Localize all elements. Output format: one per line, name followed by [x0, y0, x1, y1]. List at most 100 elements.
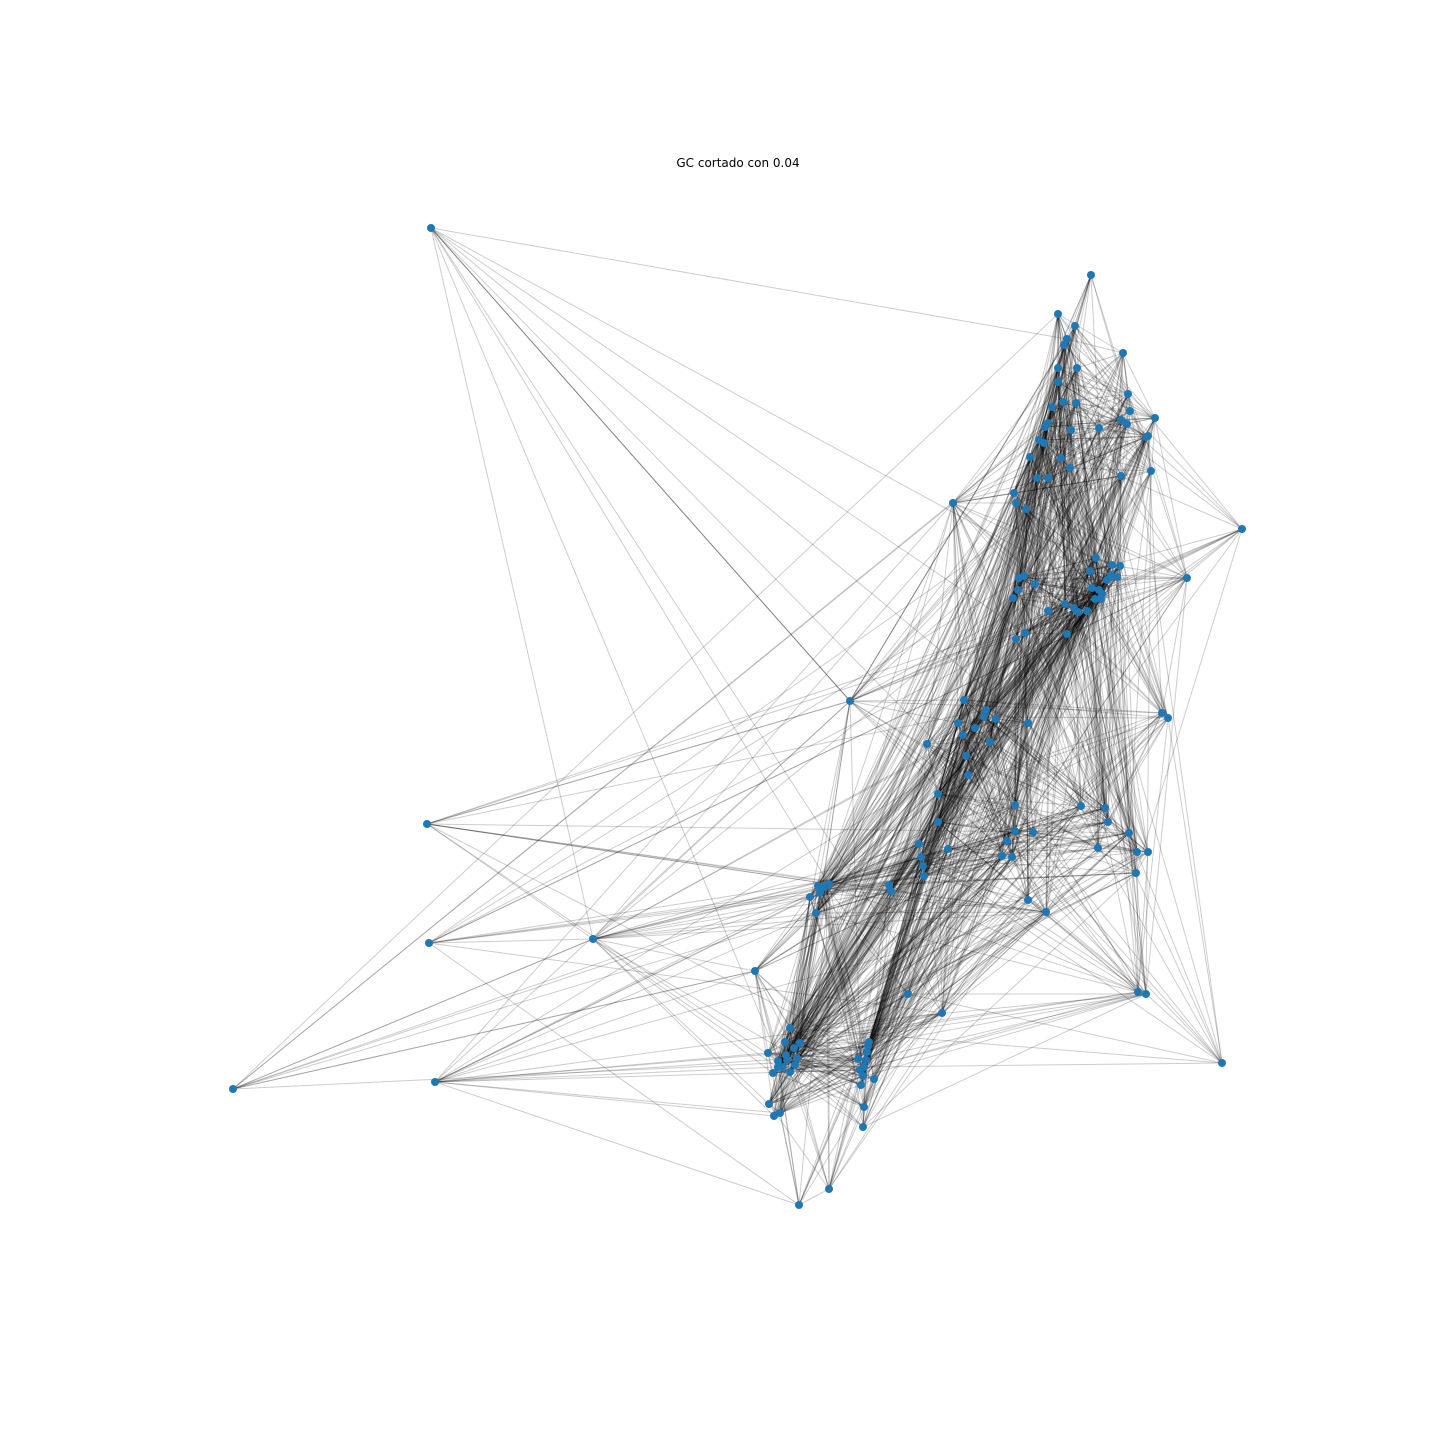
graph-node [1031, 580, 1039, 588]
graph-node [786, 1024, 794, 1032]
graph-edge [937, 435, 1149, 823]
graph-edge [428, 435, 1149, 944]
graph-node [783, 1056, 791, 1064]
graph-edge [426, 823, 892, 892]
graph-edge [918, 774, 969, 845]
graph-edge [777, 831, 1034, 1062]
graph-edge [907, 848, 949, 995]
graph-edge [796, 840, 1008, 1059]
graph-edge [794, 1064, 861, 1071]
graph-edge [863, 610, 1049, 1068]
graph-edge [1015, 427, 1100, 640]
graph-edge [857, 856, 1013, 1060]
graph-edge [793, 1047, 859, 1060]
graph-edge [793, 805, 1082, 1049]
graph-edge [1057, 313, 1088, 612]
graph-edge [1045, 633, 1068, 913]
graph-edge [821, 887, 1047, 913]
graph-edge [1119, 565, 1169, 719]
graph-edge [922, 274, 1092, 867]
graph-edge [1047, 429, 1072, 612]
graph-node [1132, 869, 1140, 877]
graph-edge [863, 856, 922, 1068]
graph-edge [957, 393, 1129, 724]
graph-edge [1069, 467, 1097, 559]
graph-edge [798, 610, 1049, 1206]
graph-edge [926, 743, 1082, 807]
graph-edge [937, 574, 1112, 823]
graph-edge [873, 793, 939, 1080]
graph-edge [1015, 638, 1149, 853]
graph-edge [592, 938, 770, 1105]
graph-edge [1057, 313, 1091, 572]
graph-edge [796, 1057, 865, 1108]
graph-node [1083, 607, 1091, 615]
graph-edge [989, 741, 1016, 832]
graph-edge [796, 892, 821, 1059]
graph-node [949, 499, 957, 507]
graph-edge [1034, 583, 1169, 719]
graph-edge [779, 1066, 865, 1114]
graph-edge [947, 848, 1003, 857]
graph-node [998, 852, 1006, 860]
graph-edge [817, 885, 867, 1061]
graph-edge [1012, 439, 1040, 599]
graph-edge [1057, 381, 1147, 438]
graph-edge [1025, 508, 1112, 576]
graph-edge [821, 832, 1130, 889]
graph-edge [873, 855, 1003, 1080]
graph-edge [793, 589, 1100, 1049]
graph-edge [786, 352, 1124, 1061]
graph-edge [923, 774, 969, 877]
graph-edge [1017, 589, 1106, 809]
graph-edge [985, 406, 1053, 711]
graph-edge [866, 633, 1068, 1053]
graph-edge [865, 804, 1016, 1061]
graph-edge [772, 843, 920, 1074]
graph-edge [859, 575, 1025, 1071]
graph-edge [865, 993, 1147, 1061]
graph-node [1010, 489, 1018, 497]
graph-node [1104, 818, 1112, 826]
graph-edge [794, 896, 811, 1066]
graph-node [1061, 600, 1069, 608]
graph-edge [888, 699, 965, 886]
graph-edge [1135, 872, 1147, 995]
graph-edge [784, 1012, 943, 1043]
graph-edge [817, 885, 864, 1077]
graph-edge [1015, 442, 1045, 504]
graph-edge [1073, 607, 1137, 874]
graph-edge [1098, 410, 1131, 429]
graph-edge [793, 1047, 862, 1086]
graph-edge [430, 227, 1026, 634]
graph-edge [937, 564, 1113, 823]
graph-edge [1015, 429, 1072, 504]
graph-edge [1038, 439, 1130, 834]
graph-edge [1062, 401, 1082, 807]
graph-edge [777, 718, 997, 1068]
graph-edge [592, 718, 997, 940]
graph-node [923, 740, 931, 748]
graph-edge [957, 338, 1068, 724]
graph-edge [1018, 577, 1108, 581]
graph-edge [857, 865, 924, 1060]
graph-edge [1063, 344, 1071, 469]
graph-edge [779, 1012, 943, 1114]
graph-edge [1066, 429, 1072, 635]
graph-edge [777, 883, 830, 1062]
graph-edge [926, 743, 1139, 993]
graph-edge [1043, 442, 1096, 600]
graph-edge [1006, 722, 1029, 842]
graph-edge [767, 722, 1029, 1054]
graph-edge [920, 856, 1223, 1064]
graph-edge [983, 610, 1088, 718]
graph-edge [957, 638, 1017, 724]
graph-edge [428, 577, 1188, 944]
graph-edge [777, 1060, 800, 1206]
graph-edge [796, 885, 827, 1059]
graph-edge [1014, 401, 1064, 806]
graph-node [915, 840, 923, 848]
graph-edge [1057, 367, 1149, 437]
graph-edge [865, 722, 959, 1061]
graph-edge [1006, 470, 1152, 842]
